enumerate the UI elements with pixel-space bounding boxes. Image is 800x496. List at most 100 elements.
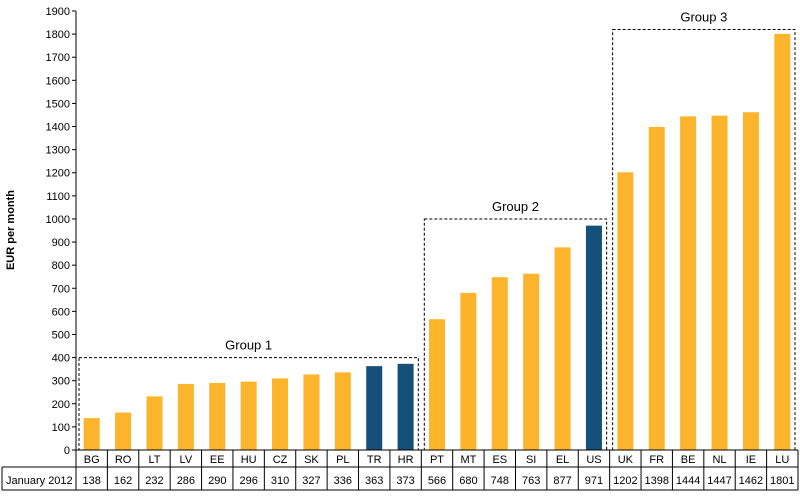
bar bbox=[209, 382, 226, 450]
y-tick-label: 0 bbox=[64, 445, 70, 457]
y-tick-label: 1300 bbox=[46, 145, 70, 157]
value-label: 363 bbox=[365, 475, 383, 487]
bar bbox=[523, 273, 540, 450]
bar bbox=[334, 372, 351, 450]
value-label: 1462 bbox=[739, 475, 763, 487]
y-tick-label: 1100 bbox=[46, 191, 70, 203]
value-label: 763 bbox=[522, 475, 540, 487]
category-label: EE bbox=[210, 454, 225, 466]
y-tick-label: 1200 bbox=[46, 168, 70, 180]
value-label: 1444 bbox=[676, 475, 700, 487]
y-tick-label: 1800 bbox=[46, 29, 70, 41]
value-label: 566 bbox=[428, 475, 446, 487]
bars bbox=[83, 33, 791, 451]
y-tick-label: 500 bbox=[52, 329, 70, 341]
bar bbox=[83, 418, 100, 450]
value-label: 1801 bbox=[770, 475, 794, 487]
bar bbox=[303, 374, 320, 450]
category-label: PT bbox=[430, 454, 444, 466]
y-tick-label: 700 bbox=[52, 283, 70, 295]
bar bbox=[429, 319, 445, 450]
category-label: HU bbox=[241, 454, 257, 466]
value-label: 290 bbox=[208, 475, 226, 487]
category-label: ES bbox=[492, 454, 507, 466]
bar bbox=[680, 116, 697, 451]
category-label: FR bbox=[649, 454, 664, 466]
y-tick-label: 900 bbox=[52, 237, 70, 249]
bar bbox=[115, 412, 132, 450]
value-label: 310 bbox=[271, 475, 289, 487]
category-label: BE bbox=[681, 454, 696, 466]
group-label: Group 1 bbox=[225, 338, 272, 353]
category-label: RO bbox=[115, 454, 132, 466]
y-tick-label: 1500 bbox=[46, 98, 70, 110]
category-label: BG bbox=[84, 454, 100, 466]
bar bbox=[617, 172, 634, 451]
value-label: 1202 bbox=[613, 475, 637, 487]
bar bbox=[491, 277, 508, 450]
value-label: 1398 bbox=[644, 475, 668, 487]
group-label: Group 3 bbox=[680, 9, 727, 24]
y-tick-label: 400 bbox=[52, 353, 70, 365]
value-label: 336 bbox=[334, 475, 352, 487]
bar bbox=[366, 366, 383, 450]
category-label: SK bbox=[304, 454, 319, 466]
category-label: NL bbox=[712, 454, 726, 466]
category-label: TR bbox=[367, 454, 382, 466]
y-tick-label: 1600 bbox=[46, 75, 70, 87]
bar bbox=[742, 112, 759, 450]
bar bbox=[272, 378, 289, 450]
y-tick-label: 600 bbox=[52, 306, 70, 318]
y-tick-label: 1000 bbox=[46, 214, 70, 226]
y-tick-label: 1900 bbox=[46, 6, 70, 18]
y-axis-label: EUR per month bbox=[5, 190, 17, 270]
bar bbox=[711, 115, 728, 450]
value-label: 971 bbox=[585, 475, 603, 487]
value-label: 162 bbox=[114, 475, 132, 487]
y-axis: 0 100 200 300 400 500 600 700 800 900 1000 1100 1200… bbox=[46, 6, 77, 457]
category-label: LV bbox=[180, 454, 193, 466]
value-label: 138 bbox=[83, 475, 101, 487]
bar bbox=[774, 33, 791, 451]
category-label: CZ bbox=[273, 454, 288, 466]
bar bbox=[554, 247, 571, 450]
category-label: SI bbox=[526, 454, 536, 466]
bar bbox=[397, 363, 414, 450]
bar bbox=[648, 126, 665, 451]
y-tick-label: 1400 bbox=[46, 122, 70, 134]
category-label: PL bbox=[336, 454, 349, 466]
value-label: 373 bbox=[396, 475, 414, 487]
bar bbox=[460, 292, 477, 450]
y-tick-label: 200 bbox=[52, 399, 70, 411]
group-box bbox=[612, 28, 796, 451]
value-label: 296 bbox=[239, 475, 257, 487]
table-row-label: January 2012 bbox=[6, 475, 73, 487]
bar bbox=[146, 396, 163, 450]
category-label: UK bbox=[618, 454, 634, 466]
group-box bbox=[423, 218, 608, 451]
category-label: MT bbox=[460, 454, 476, 466]
value-label: 1447 bbox=[707, 475, 731, 487]
value-label: 877 bbox=[553, 475, 571, 487]
value-label: 748 bbox=[491, 475, 509, 487]
value-label: 232 bbox=[145, 475, 163, 487]
group-label: Group 2 bbox=[492, 199, 539, 214]
category-label: EL bbox=[556, 454, 569, 466]
y-tick-label: 300 bbox=[52, 376, 70, 388]
bar bbox=[585, 225, 602, 450]
y-tick-label: 800 bbox=[52, 260, 70, 272]
bar bbox=[240, 381, 257, 450]
bar bbox=[177, 383, 194, 450]
value-label: 327 bbox=[302, 475, 320, 487]
category-label: US bbox=[586, 454, 601, 466]
category-label: IE bbox=[746, 454, 756, 466]
y-tick-label: 1700 bbox=[46, 52, 70, 64]
value-label: 680 bbox=[459, 475, 477, 487]
y-tick-label: 100 bbox=[52, 422, 70, 434]
data-table: January 2012 BG 138 RO 162 LT 232 LV 286 EE 290 HU… bbox=[1, 449, 799, 491]
category-label: HR bbox=[398, 454, 414, 466]
category-label: LU bbox=[775, 454, 789, 466]
category-label: LT bbox=[148, 454, 160, 466]
value-label: 286 bbox=[177, 475, 195, 487]
